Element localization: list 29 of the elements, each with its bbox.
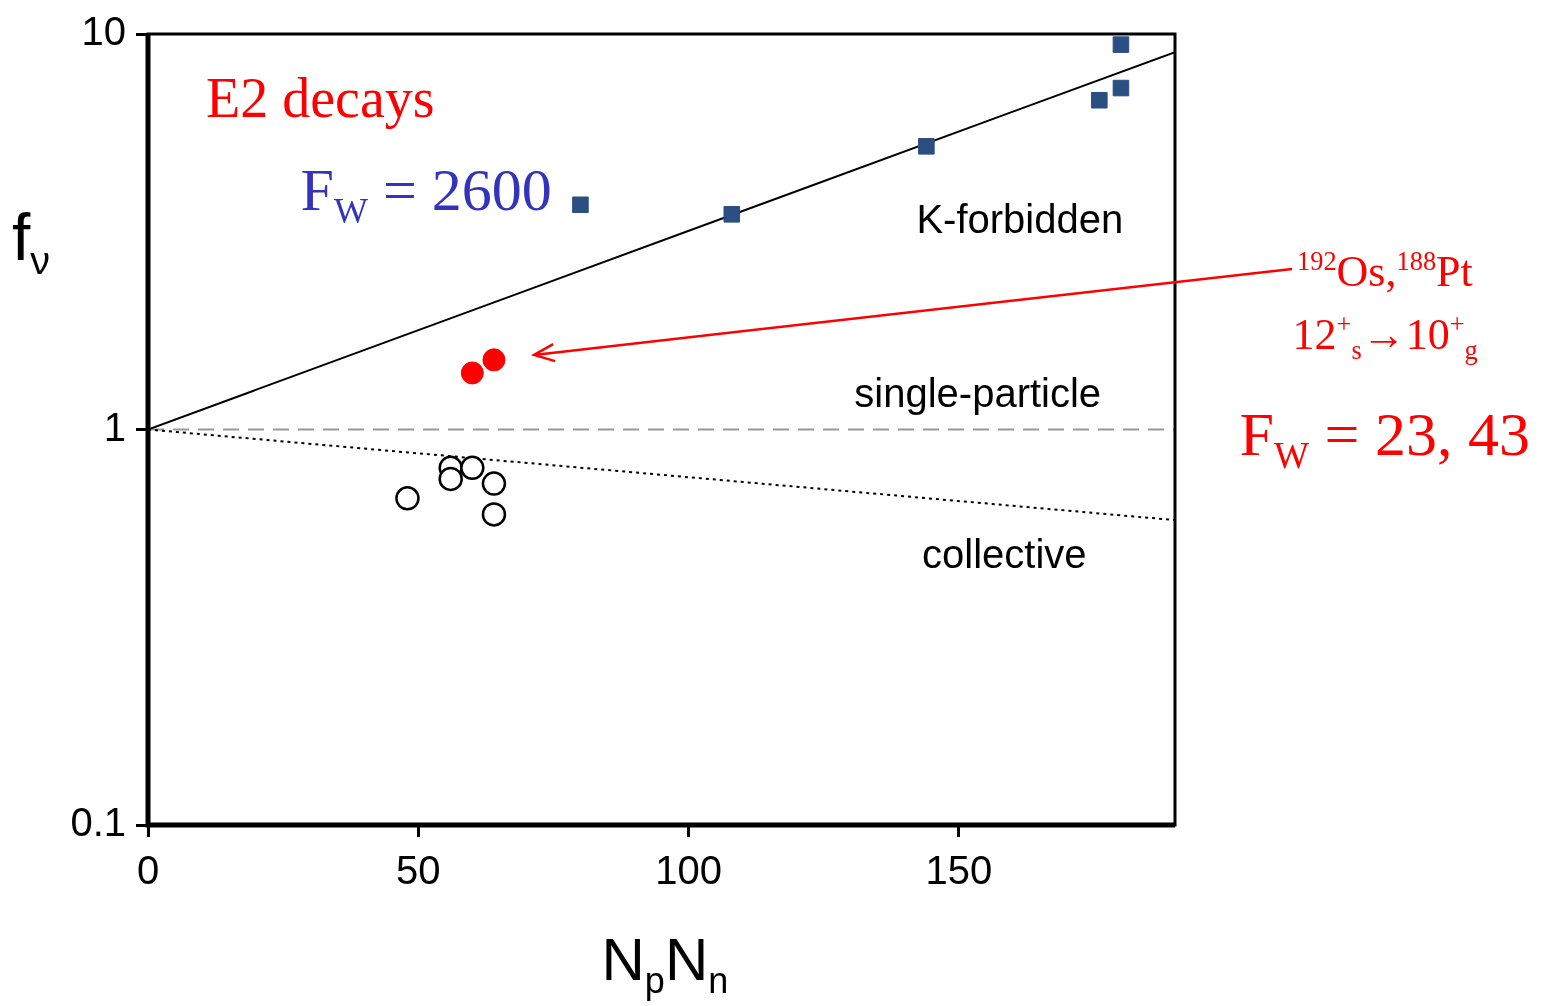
point: [723, 206, 741, 223]
y-tick-label: 1: [103, 404, 126, 449]
point: [460, 455, 485, 481]
x-tick-label: 0: [136, 848, 160, 893]
point: [481, 471, 507, 496]
annotation: E2 decays: [206, 66, 435, 130]
annotation: F$_{W}$ = 2600: [300, 155, 552, 232]
x-tick-label: 50: [396, 848, 441, 893]
point: [572, 196, 589, 214]
point: [438, 466, 463, 492]
point: [482, 348, 506, 372]
point: [1091, 91, 1108, 109]
point: [1112, 36, 1130, 53]
annotation: collective: [922, 531, 1087, 577]
y-tick-label: 10: [81, 9, 126, 54]
point: [918, 138, 935, 155]
annotation: K-forbidden: [916, 196, 1124, 242]
x-tick-label: 150: [925, 848, 993, 893]
point: [460, 361, 484, 385]
x-axis-title: N$_{p}$N$_{n}$: [601, 925, 729, 1002]
x-tick-label: 100: [655, 848, 722, 893]
point: [395, 486, 420, 511]
y-axis-title: f$_{ν}$: [12, 199, 51, 284]
text: F$_{W}$ = 23, 43: [1239, 399, 1531, 478]
point: [1112, 79, 1130, 97]
annotation: single-particle: [854, 370, 1102, 416]
point: [481, 502, 507, 527]
text: $^{192}$Os,$^{188}$Pt: [1297, 246, 1473, 297]
y-tick-label: 0.1: [70, 800, 126, 845]
